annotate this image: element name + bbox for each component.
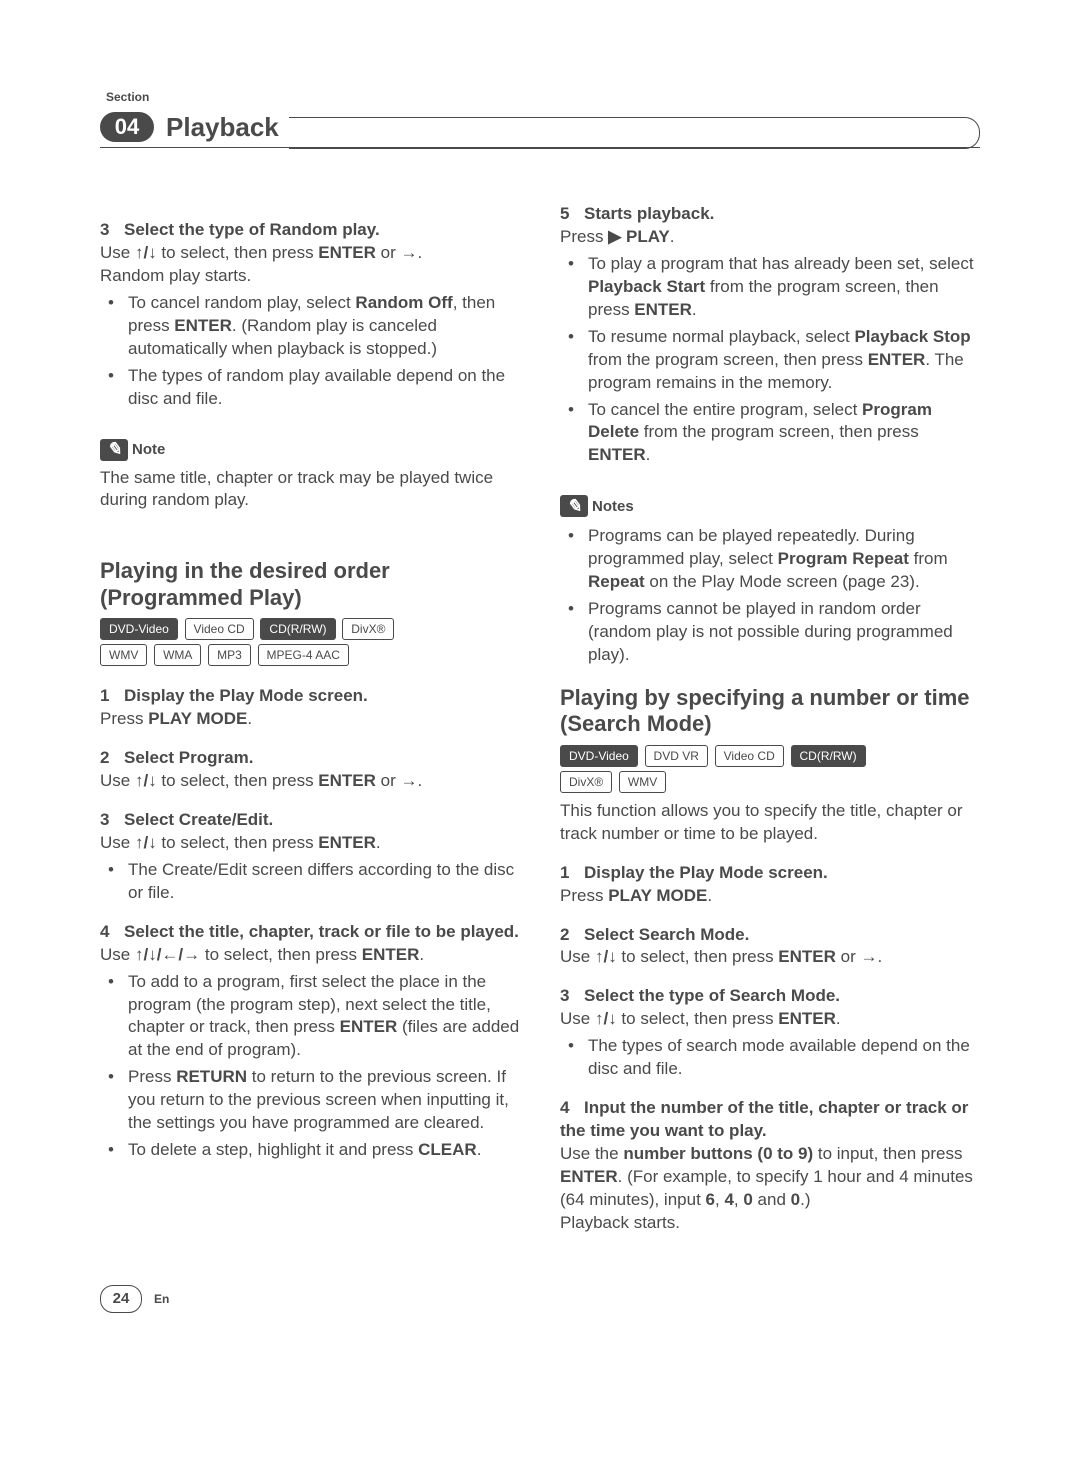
chapter-number: 04: [100, 112, 154, 142]
list-item: To cancel random play, select Random Off…: [100, 292, 520, 361]
section-label: Section: [106, 90, 980, 104]
format-tag: CD(R/RW): [260, 618, 335, 640]
step-3-line2: Random play starts.: [100, 265, 520, 288]
page-footer: 24 En: [100, 1285, 980, 1313]
search-step-2: 2Select Search Mode.: [560, 924, 980, 947]
prog-step-1-body: Press PLAY MODE.: [100, 708, 520, 731]
step-3-line1: Use ↑/↓ to select, then press ENTER or →…: [100, 242, 520, 265]
notes-label: Notes: [592, 497, 634, 517]
prog-step-1: 1Display the Play Mode screen.: [100, 685, 520, 708]
list-item: The types of search mode available depen…: [560, 1035, 980, 1081]
list-item: The types of random play available depen…: [100, 365, 520, 411]
list-item: The Create/Edit screen differs according…: [100, 859, 520, 905]
list-item: To add to a program, first select the pl…: [100, 971, 520, 1063]
prog-step-3-body: Use ↑/↓ to select, then press ENTER.: [100, 832, 520, 855]
prog-step-4-body: Use ↑/↓/←/→ to select, then press ENTER.: [100, 944, 520, 967]
search-mode-title: Playing by specifying a number or time (…: [560, 685, 980, 738]
search-step-4: 4Input the number of the title, chapter …: [560, 1097, 980, 1143]
note-icon: ✎: [100, 439, 128, 461]
format-tag: WMV: [100, 644, 147, 666]
programmed-play-title: Playing in the desired order (Programmed…: [100, 558, 520, 611]
step-3-bullets: To cancel random play, select Random Off…: [100, 292, 520, 411]
prog-step-4-bullets: To add to a program, first select the pl…: [100, 971, 520, 1163]
search-intro: This function allows you to specify the …: [560, 800, 980, 846]
manual-page: Section 04 Playback 3Select the type of …: [0, 0, 1080, 1353]
search-step-4-body: Use the number buttons (0 to 9) to input…: [560, 1143, 980, 1212]
prog-step-2-body: Use ↑/↓ to select, then press ENTER or →…: [100, 770, 520, 793]
notes-bullets: Programs can be played repeatedly. Durin…: [560, 525, 980, 667]
format-tag: MPEG-4 AAC: [258, 644, 349, 666]
search-tags: DVD-Video DVD VR Video CD CD(R/RW) DivX®…: [560, 744, 980, 796]
search-step-2-body: Use ↑/↓ to select, then press ENTER or →…: [560, 946, 980, 969]
content-columns: 3Select the type of Random play. Use ↑/↓…: [100, 203, 980, 1235]
list-item: Programs can be played repeatedly. Durin…: [560, 525, 980, 594]
chapter-bar: 04 Playback: [100, 107, 980, 148]
list-item: Programs cannot be played in random orde…: [560, 598, 980, 667]
note-heading: ✎ Note: [100, 439, 520, 461]
format-tag: DivX®: [560, 771, 612, 793]
step-number: 3: [100, 219, 124, 242]
format-tag: WMV: [619, 771, 666, 793]
prog-step-2: 2Select Program.: [100, 747, 520, 770]
step-5-body: Press ▶ PLAY.: [560, 226, 980, 249]
format-tag: DVD VR: [645, 745, 708, 767]
search-step-4-line2: Playback starts.: [560, 1212, 980, 1235]
language-label: En: [154, 1292, 169, 1306]
list-item: Press RETURN to return to the previous s…: [100, 1066, 520, 1135]
search-step-1-body: Press PLAY MODE.: [560, 885, 980, 908]
left-column: 3Select the type of Random play. Use ↑/↓…: [100, 203, 520, 1235]
list-item: To resume normal playback, select Playba…: [560, 326, 980, 395]
list-item: To delete a step, highlight it and press…: [100, 1139, 520, 1162]
format-tag: CD(R/RW): [791, 745, 866, 767]
list-item: To play a program that has already been …: [560, 253, 980, 322]
notes-heading: ✎ Notes: [560, 495, 980, 517]
note-label: Note: [132, 440, 165, 460]
right-column: 5Starts playback. Press ▶ PLAY. To play …: [560, 203, 980, 1235]
step-5-heading: 5Starts playback.: [560, 203, 980, 226]
chapter-rule: [289, 117, 980, 149]
format-tag: DVD-Video: [560, 745, 638, 767]
format-tag: Video CD: [185, 618, 254, 640]
search-step-3: 3Select the type of Search Mode.: [560, 985, 980, 1008]
search-step-1: 1Display the Play Mode screen.: [560, 862, 980, 885]
note-text: The same title, chapter or track may be …: [100, 467, 520, 513]
format-tag: WMA: [154, 644, 201, 666]
search-step-3-body: Use ↑/↓ to select, then press ENTER.: [560, 1008, 980, 1031]
chapter-title: Playback: [166, 112, 279, 143]
search-step-3-bullets: The types of search mode available depen…: [560, 1035, 980, 1081]
format-tag: MP3: [208, 644, 251, 666]
step-3-heading: 3Select the type of Random play.: [100, 219, 520, 242]
list-item: To cancel the entire program, select Pro…: [560, 399, 980, 468]
format-tag: DVD-Video: [100, 618, 178, 640]
prog-tags: DVD-Video Video CD CD(R/RW) DivX® WMV WM…: [100, 617, 520, 669]
format-tag: Video CD: [715, 745, 784, 767]
prog-step-3: 3Select Create/Edit.: [100, 809, 520, 832]
prog-step-3-bullets: The Create/Edit screen differs according…: [100, 859, 520, 905]
format-tag: DivX®: [342, 618, 394, 640]
note-icon: ✎: [560, 495, 588, 517]
page-number: 24: [100, 1285, 142, 1313]
step-title: Select the type of Random play.: [124, 220, 380, 239]
step-5-bullets: To play a program that has already been …: [560, 253, 980, 467]
prog-step-4: 4Select the title, chapter, track or fil…: [100, 921, 520, 944]
